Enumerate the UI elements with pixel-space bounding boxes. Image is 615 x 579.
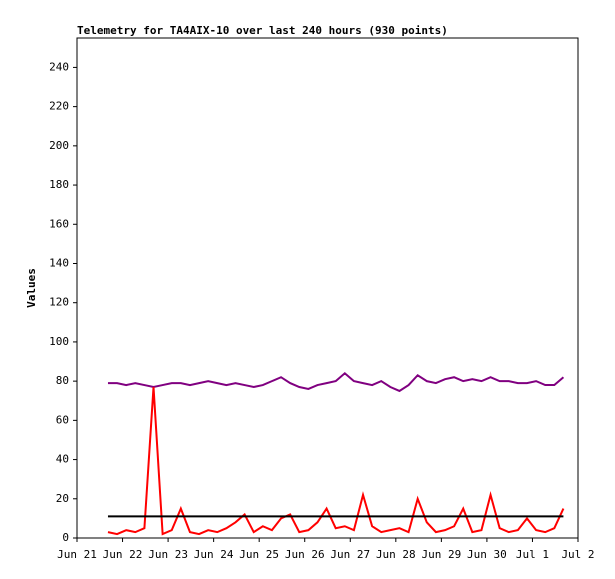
x-tick-label: Jun 21 — [57, 548, 97, 561]
x-tick-label: Jun 28 — [376, 548, 416, 561]
y-tick-label: 220 — [49, 100, 69, 113]
y-tick-label: 80 — [56, 374, 69, 387]
y-axis-label: Values — [25, 268, 38, 308]
x-tick-label: Jun 27 — [330, 548, 370, 561]
x-tick-label: Jun 25 — [239, 548, 279, 561]
x-tick-label: Jun 29 — [421, 548, 461, 561]
y-tick-label: 60 — [56, 413, 69, 426]
x-tick-label: Jun 23 — [148, 548, 188, 561]
series-line — [107, 371, 565, 393]
y-tick-label: 100 — [49, 335, 69, 348]
x-tick-label: Jun 26 — [285, 548, 325, 561]
y-tick-label: 140 — [49, 256, 69, 269]
y-tick-label: 120 — [49, 296, 69, 309]
chart-title: Telemetry for TA4AIX-10 over last 240 ho… — [77, 24, 448, 37]
y-tick-label: 180 — [49, 178, 69, 191]
y-tick-label: 40 — [56, 453, 69, 466]
x-tick-label: Jul 2 — [561, 548, 594, 561]
y-tick-label: 200 — [49, 139, 69, 152]
y-tick-label: 0 — [62, 531, 69, 544]
y-tick-label: 160 — [49, 217, 69, 230]
x-tick-label: Jun 24 — [194, 548, 234, 561]
plot-frame — [76, 37, 579, 539]
x-tick-label: Jun 30 — [467, 548, 507, 561]
x-tick-label: Jun 22 — [103, 548, 143, 561]
y-tick-label: 20 — [56, 492, 69, 505]
x-tick-label: Jul 1 — [516, 548, 549, 561]
y-tick-label: 240 — [49, 60, 69, 73]
